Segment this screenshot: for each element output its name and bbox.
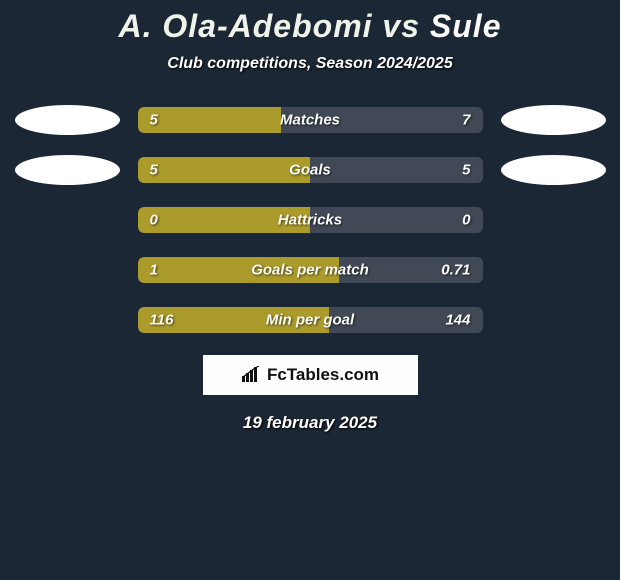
stat-bar: 5 Matches 7 bbox=[138, 107, 483, 133]
stat-value-right: 7 bbox=[462, 112, 470, 129]
bar-fill-left bbox=[138, 157, 311, 183]
title-player1: A. Ola-Adebomi bbox=[119, 8, 373, 44]
bar-fill-left bbox=[138, 107, 282, 133]
stat-label: Min per goal bbox=[266, 312, 354, 329]
spacer bbox=[501, 255, 606, 285]
stat-row: 1 Goals per match 0.71 bbox=[0, 255, 620, 285]
subtitle: Club competitions, Season 2024/2025 bbox=[0, 55, 620, 73]
stat-label: Goals bbox=[289, 162, 331, 179]
stat-label: Matches bbox=[280, 112, 340, 129]
stat-row: 5 Matches 7 bbox=[0, 105, 620, 135]
stat-row: 5 Goals 5 bbox=[0, 155, 620, 185]
stat-value-right: 0 bbox=[462, 212, 470, 229]
stat-value-left: 5 bbox=[150, 112, 158, 129]
brand-text: FcTables.com bbox=[267, 365, 379, 385]
title-vs: vs bbox=[382, 8, 420, 44]
stat-value-right: 5 bbox=[462, 162, 470, 179]
stat-bar: 0 Hattricks 0 bbox=[138, 207, 483, 233]
spacer bbox=[501, 305, 606, 335]
stat-value-right: 0.71 bbox=[441, 262, 470, 279]
stat-label: Hattricks bbox=[278, 212, 342, 229]
brand-box[interactable]: FcTables.com bbox=[203, 355, 418, 395]
stat-bar: 5 Goals 5 bbox=[138, 157, 483, 183]
chart-icon bbox=[241, 366, 263, 384]
spacer bbox=[15, 205, 120, 235]
page-title: A. Ola-Adebomi vs Sule bbox=[0, 8, 620, 45]
player2-badge bbox=[501, 105, 606, 135]
stat-bar: 1 Goals per match 0.71 bbox=[138, 257, 483, 283]
player2-badge bbox=[501, 155, 606, 185]
player1-badge bbox=[15, 105, 120, 135]
stat-rows: 5 Matches 7 5 Goals 5 0 Hattricks 0 1 Goals per ma… bbox=[0, 105, 620, 335]
stat-value-right: 144 bbox=[445, 312, 470, 329]
stat-bar: 116 Min per goal 144 bbox=[138, 307, 483, 333]
spacer bbox=[15, 305, 120, 335]
stat-row: 116 Min per goal 144 bbox=[0, 305, 620, 335]
stat-label: Goals per match bbox=[251, 262, 369, 279]
spacer bbox=[15, 255, 120, 285]
stat-value-left: 0 bbox=[150, 212, 158, 229]
comparison-widget: A. Ola-Adebomi vs Sule Club competitions… bbox=[0, 0, 620, 433]
spacer bbox=[501, 205, 606, 235]
stat-row: 0 Hattricks 0 bbox=[0, 205, 620, 235]
player1-badge bbox=[15, 155, 120, 185]
stat-value-left: 116 bbox=[150, 312, 174, 329]
stat-value-left: 1 bbox=[150, 262, 158, 279]
stat-value-left: 5 bbox=[150, 162, 158, 179]
title-player2: Sule bbox=[430, 8, 502, 44]
date-text: 19 february 2025 bbox=[0, 413, 620, 433]
